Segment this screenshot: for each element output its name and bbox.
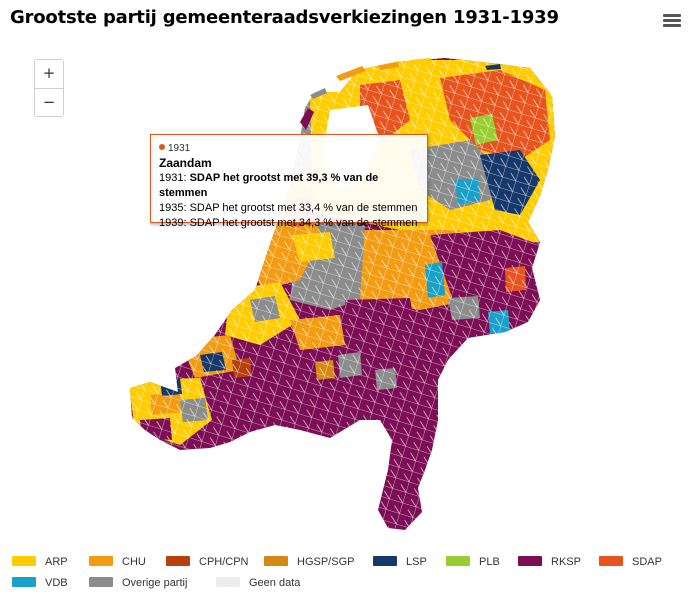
legend-swatch bbox=[264, 556, 288, 566]
legend-item-overige-partij[interactable]: Overige partij bbox=[89, 577, 187, 591]
legend-item-arp[interactable]: ARP bbox=[12, 556, 68, 570]
legend-swatch bbox=[12, 556, 36, 566]
series-dot-icon bbox=[159, 144, 165, 150]
legend-item-plb[interactable]: PLB bbox=[446, 556, 500, 570]
zoom-control: + − bbox=[34, 59, 64, 117]
legend-item-chu[interactable]: CHU bbox=[89, 556, 146, 570]
island-texel[interactable] bbox=[300, 108, 314, 130]
legend-swatch bbox=[166, 556, 190, 566]
tooltip: 1931 Zaandam 1931: SDAP het grootst met … bbox=[150, 134, 428, 229]
tooltip-year: 1931 bbox=[159, 141, 427, 156]
legend-item-vdb[interactable]: VDB bbox=[12, 577, 68, 591]
zoom-out-button[interactable]: − bbox=[35, 88, 63, 116]
legend-swatch bbox=[89, 556, 113, 566]
legend-item-rksp[interactable]: RKSP bbox=[518, 556, 581, 570]
island-rottum[interactable] bbox=[485, 64, 501, 70]
legend-item-lsp[interactable]: LSP bbox=[373, 556, 427, 570]
legend-swatch bbox=[518, 556, 542, 566]
legend-swatch bbox=[12, 577, 36, 587]
tooltip-line-1935: 1935: SDAP het grootst met 33,4 % van de… bbox=[159, 202, 418, 214]
legend-swatch bbox=[216, 577, 240, 587]
island-terschelling[interactable] bbox=[336, 66, 366, 81]
legend-item-sdap[interactable]: SDAP bbox=[599, 556, 662, 570]
tooltip-line-1931: 1931: SDAP het grootst met 39,3 % van de… bbox=[159, 172, 379, 199]
island-schiermonnikoog[interactable] bbox=[410, 58, 431, 65]
island-ameland[interactable] bbox=[378, 62, 399, 70]
legend-item-geen-data[interactable]: Geen data bbox=[216, 577, 300, 591]
tooltip-city: Zaandam bbox=[159, 156, 212, 170]
legend-swatch bbox=[89, 577, 113, 587]
legend-swatch bbox=[446, 556, 470, 566]
island-vlieland[interactable] bbox=[310, 88, 327, 99]
netherlands-map[interactable] bbox=[0, 0, 693, 545]
legend: ARP CHU CPH/CPN HGSP/SGP LSP PLB RKSP SD… bbox=[0, 552, 693, 602]
legend-item-cph-cpn[interactable]: CPH/CPN bbox=[166, 556, 249, 570]
tooltip-line-1939: 1939: SDAP het grootst met 34,3 % van de… bbox=[159, 217, 418, 229]
legend-swatch bbox=[373, 556, 397, 566]
page-title: Grootste partij gemeenteraadsverkiezinge… bbox=[10, 7, 559, 28]
zoom-in-button[interactable]: + bbox=[42, 64, 56, 82]
hamburger-menu-icon[interactable] bbox=[663, 14, 681, 28]
legend-item-hgsp-sgp[interactable]: HGSP/SGP bbox=[264, 556, 354, 570]
legend-swatch bbox=[599, 556, 623, 566]
